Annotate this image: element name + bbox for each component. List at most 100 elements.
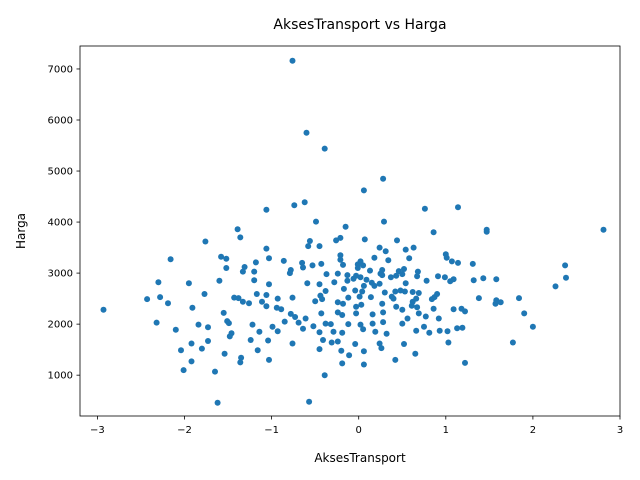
data-point: [310, 323, 317, 330]
data-point: [399, 271, 406, 278]
x-tick-label: 2: [530, 425, 536, 436]
data-point: [100, 306, 107, 313]
data-point: [274, 328, 281, 335]
data-point: [320, 337, 326, 343]
data-point: [600, 226, 607, 233]
y-tick-label: 2000: [48, 320, 73, 331]
data-point: [352, 287, 359, 294]
data-point: [367, 267, 373, 274]
data-point: [239, 298, 246, 305]
data-point: [414, 268, 421, 275]
data-point: [318, 310, 325, 317]
data-point: [434, 291, 441, 297]
data-point: [521, 310, 528, 317]
data-point: [404, 315, 411, 322]
data-point: [382, 248, 389, 255]
data-point: [286, 270, 293, 277]
data-point: [360, 262, 367, 269]
data-point: [201, 291, 208, 297]
data-point: [253, 291, 260, 297]
data-point: [223, 265, 230, 271]
data-point: [263, 206, 270, 213]
data-point: [331, 279, 338, 286]
data-point: [415, 310, 422, 317]
data-point: [306, 238, 313, 244]
data-point: [380, 309, 387, 316]
data-point: [216, 277, 223, 284]
data-point: [445, 339, 452, 346]
data-point: [305, 243, 312, 250]
data-point: [189, 304, 196, 311]
data-point: [450, 306, 457, 313]
data-point: [361, 236, 368, 243]
data-point: [459, 324, 466, 331]
data-point: [231, 294, 238, 301]
data-point: [381, 289, 388, 296]
data-point: [249, 321, 256, 328]
data-point: [167, 256, 174, 263]
data-point: [455, 204, 461, 211]
data-point: [401, 266, 407, 272]
data-point: [376, 244, 383, 251]
data-point: [413, 327, 420, 334]
data-point: [469, 260, 476, 267]
data-point: [401, 341, 407, 347]
data-point: [345, 294, 352, 301]
data-point: [252, 259, 259, 266]
data-point: [406, 255, 413, 262]
data-point: [316, 346, 323, 353]
data-point: [289, 294, 296, 301]
data-point: [387, 274, 394, 281]
data-point: [409, 289, 416, 295]
data-point: [322, 288, 329, 294]
data-point: [509, 339, 516, 346]
data-point: [430, 305, 437, 312]
data-point: [218, 253, 225, 260]
data-point: [380, 319, 387, 326]
data-point: [220, 309, 227, 316]
y-tick-label: 5000: [48, 167, 73, 178]
data-point: [492, 300, 499, 307]
data-point: [214, 399, 221, 406]
data-point: [376, 280, 383, 287]
data-point: [221, 350, 228, 357]
data-point: [313, 218, 319, 225]
data-point: [263, 245, 270, 252]
data-point: [441, 274, 448, 281]
data-point: [380, 175, 387, 182]
data-point: [399, 320, 406, 327]
data-point: [435, 315, 442, 322]
data-point: [334, 309, 341, 316]
x-axis-label: AksesTransport: [314, 451, 406, 465]
chart-title: AksesTransport vs Harga: [273, 17, 446, 33]
data-point: [263, 303, 270, 310]
data-point: [378, 345, 385, 352]
data-point: [483, 228, 490, 235]
data-point: [280, 257, 287, 264]
data-point: [357, 274, 364, 281]
data-point: [360, 361, 367, 368]
data-point: [309, 262, 316, 269]
data-point: [266, 356, 272, 363]
data-point: [360, 282, 367, 289]
data-point: [323, 271, 330, 278]
data-point: [422, 313, 429, 320]
data-point: [563, 274, 569, 281]
y-tick-label: 7000: [48, 64, 73, 75]
data-point: [354, 265, 361, 271]
data-point: [185, 280, 192, 287]
data-point: [381, 218, 387, 225]
data-point: [247, 337, 254, 343]
data-point: [369, 311, 376, 318]
data-point: [470, 277, 477, 284]
data-point: [393, 272, 400, 279]
data-point: [415, 290, 422, 296]
data-point: [292, 314, 299, 320]
data-point: [342, 223, 349, 230]
data-point: [393, 303, 400, 310]
data-point: [237, 234, 244, 241]
data-point: [273, 304, 280, 311]
data-point: [360, 348, 367, 355]
data-point: [265, 337, 272, 344]
